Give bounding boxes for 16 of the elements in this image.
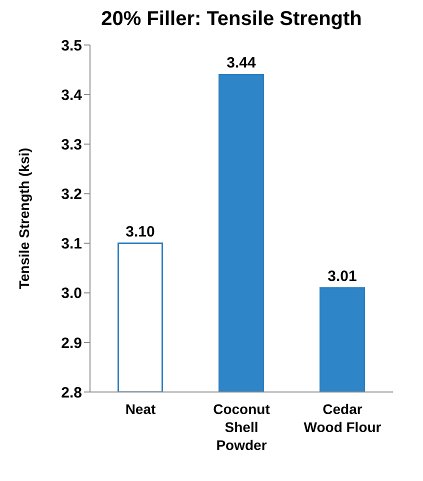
y-tick-label: 2.8 <box>61 384 82 402</box>
y-tick-label: 3.2 <box>61 186 82 204</box>
y-tick-label: 3.3 <box>61 136 82 154</box>
y-tick-label: 3.5 <box>61 37 82 54</box>
x-tick-label: Coconut Shell Powder <box>213 401 270 453</box>
data-label: 3.44 <box>226 54 257 72</box>
data-label: 3.01 <box>328 268 357 285</box>
y-tick-label: 3.0 <box>61 285 82 302</box>
chart-title: 20% Filler: Tensile Strength <box>100 8 363 31</box>
x-tick-label: Neat <box>125 401 156 417</box>
x-tick-label: Cedar Wood Flour <box>304 401 382 435</box>
y-axis-title: Tensile Strength (ksi) <box>16 148 32 290</box>
y-tick-label: 3.1 <box>61 236 82 253</box>
data-label: 3.10 <box>126 223 155 240</box>
y-tick-label: 2.9 <box>61 334 82 352</box>
y-tick-label: 3.4 <box>61 86 83 104</box>
